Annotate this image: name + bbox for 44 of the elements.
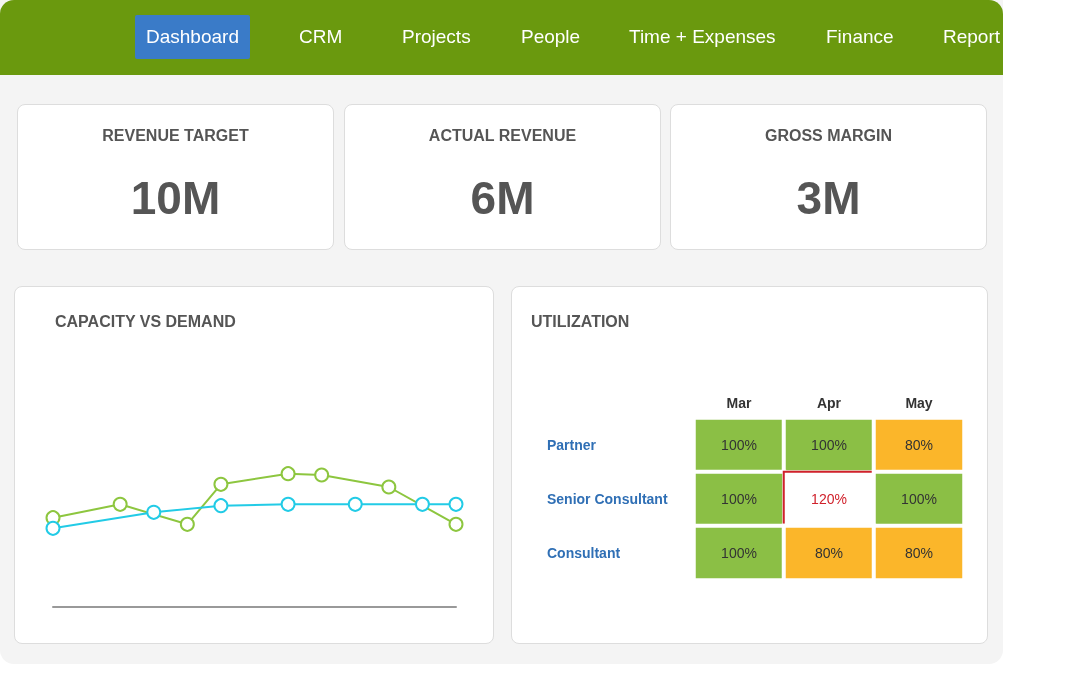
y-tick-label: Partner (547, 437, 597, 453)
text: ACTUAL REVENUE (427, 127, 578, 145)
point (112, 496, 128, 512)
text: 6M (469, 171, 536, 225)
data-label: 100% (721, 545, 757, 561)
point (314, 467, 330, 483)
data-label: 100% (721, 491, 757, 507)
text: Dashboard (135, 15, 250, 59)
point (146, 504, 162, 520)
chart-title: CAPACITY VS DEMAND (55, 313, 236, 331)
point (448, 516, 464, 532)
point (414, 496, 430, 512)
data-label: 100% (901, 491, 937, 507)
text: Time + Expenses (629, 26, 776, 48)
chart-title: UTILIZATION (531, 313, 630, 331)
point (280, 496, 296, 512)
text: Report (943, 26, 1001, 48)
data-label: 100% (811, 437, 847, 453)
text: GROSS MARGIN (763, 127, 894, 145)
point (448, 496, 464, 512)
data-label: 120% (811, 491, 847, 507)
data-label: 80% (904, 437, 934, 453)
point (381, 479, 397, 495)
point (213, 498, 229, 514)
text: 10M (129, 171, 222, 225)
point (213, 476, 229, 492)
x-tick-label: May (905, 395, 933, 411)
y-tick-label: Senior Consultant (547, 491, 668, 507)
data-label: 80% (904, 545, 934, 561)
point (347, 496, 363, 512)
point (45, 520, 61, 536)
text: Projects (402, 26, 471, 48)
point (179, 516, 195, 532)
text: Finance (826, 26, 894, 48)
data-label: 100% (721, 437, 757, 453)
text: 3M (795, 171, 862, 225)
data-label: 80% (814, 545, 844, 561)
x-tick-label: Mar (726, 395, 752, 411)
text: People (521, 26, 581, 48)
text: CRM (299, 26, 343, 48)
point (280, 466, 296, 482)
text: REVENUE TARGET (101, 127, 250, 145)
x-tick-label: Apr (816, 395, 842, 411)
y-tick-label: Consultant (547, 545, 621, 561)
